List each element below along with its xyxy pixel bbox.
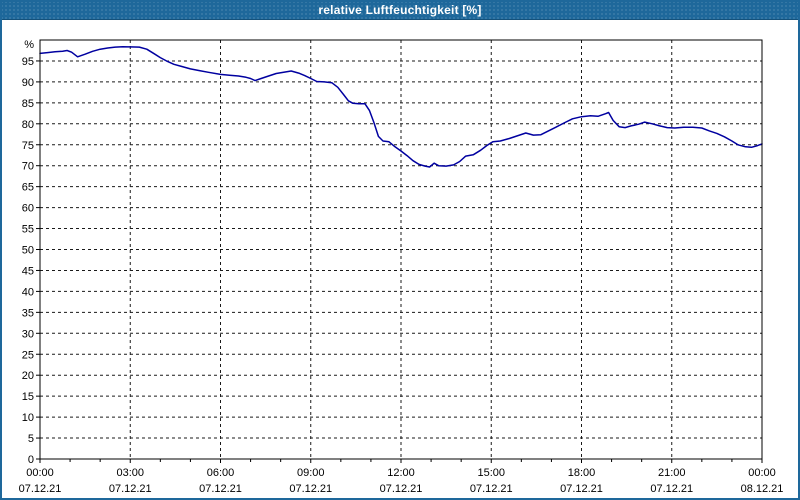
y-axis-tick-label: 45 [22, 265, 34, 277]
y-axis-tick-label: 10 [22, 412, 34, 424]
window-title: relative Luftfeuchtigkeit [%] [318, 2, 482, 17]
x-axis-time-label: 09:00 [297, 467, 325, 479]
x-axis-date-label: 07.12.21 [19, 483, 62, 495]
y-axis-tick-label: 55 [22, 224, 34, 236]
y-axis-tick-label: 35 [22, 307, 34, 319]
x-axis-time-label: 03:00 [116, 467, 144, 479]
series-line-relative-luftfeuchtigkeit [39, 45, 763, 168]
x-axis-date-label: 07.12.21 [560, 483, 603, 495]
y-axis-tick-label: 75 [22, 140, 34, 152]
x-axis-time-label: 21:00 [658, 467, 686, 479]
y-axis-tick-label: 85 [22, 98, 34, 110]
y-axis-tick-label: 90 [22, 77, 34, 89]
y-axis-tick-label: 80 [22, 119, 34, 131]
y-axis-labels: 0 5 10 15 20 25 30 35 40 45 50 55 60 65 70 75 80 85 90 95% [22, 39, 34, 466]
x-axis-time-label: 12:00 [387, 467, 415, 479]
y-axis-tick-label: 5 [28, 433, 34, 445]
x-axis-date-label: 07.12.21 [109, 483, 152, 495]
plot-border [39, 39, 763, 460]
y-axis-tick-label: 15 [22, 391, 34, 403]
x-axis-date-label: 07.12.21 [380, 483, 423, 495]
x-axis-date-label: 08.12.21 [741, 483, 784, 495]
x-axis-date-label: 07.12.21 [289, 483, 332, 495]
y-axis-tick-label: 20 [22, 370, 34, 382]
x-axis-time-label: 06:00 [207, 467, 235, 479]
y-axis-tick-label: 25 [22, 349, 34, 361]
y-axis-tick-label: 50 [22, 245, 34, 257]
x-axis-date-label: 07.12.21 [470, 483, 513, 495]
humidity-line-series [39, 45, 763, 168]
y-axis-tick-label: 0 [28, 454, 34, 466]
y-axis-tick-label: 95 [22, 56, 34, 68]
x-axis-date-label: 07.12.21 [650, 483, 693, 495]
y-axis-tick-label: 60 [22, 203, 34, 215]
y-axis-tick-label: 65 [22, 182, 34, 194]
x-axis-time-label: 15:00 [477, 467, 505, 479]
axis-ticks [36, 60, 763, 463]
x-axis-time-label: 00:00 [748, 467, 776, 479]
y-axis-tick-label: 70 [22, 161, 34, 173]
x-axis-time-label: 00:00 [26, 467, 54, 479]
y-axis-tick-label: 40 [22, 286, 34, 298]
y-axis-tick-label: 30 [22, 328, 34, 340]
x-axis-time-label: 18:00 [568, 467, 596, 479]
x-axis-date-label: 07.12.21 [199, 483, 242, 495]
y-axis-unit-label: % [24, 39, 34, 51]
window-titlebar: relative Luftfeuchtigkeit [%] [0, 0, 800, 20]
x-axis-labels: 00:00 07.12.21 03:00 07.12.21 06:00 07.12.21 0… [19, 467, 784, 495]
vertical-gridlines [129, 40, 673, 459]
